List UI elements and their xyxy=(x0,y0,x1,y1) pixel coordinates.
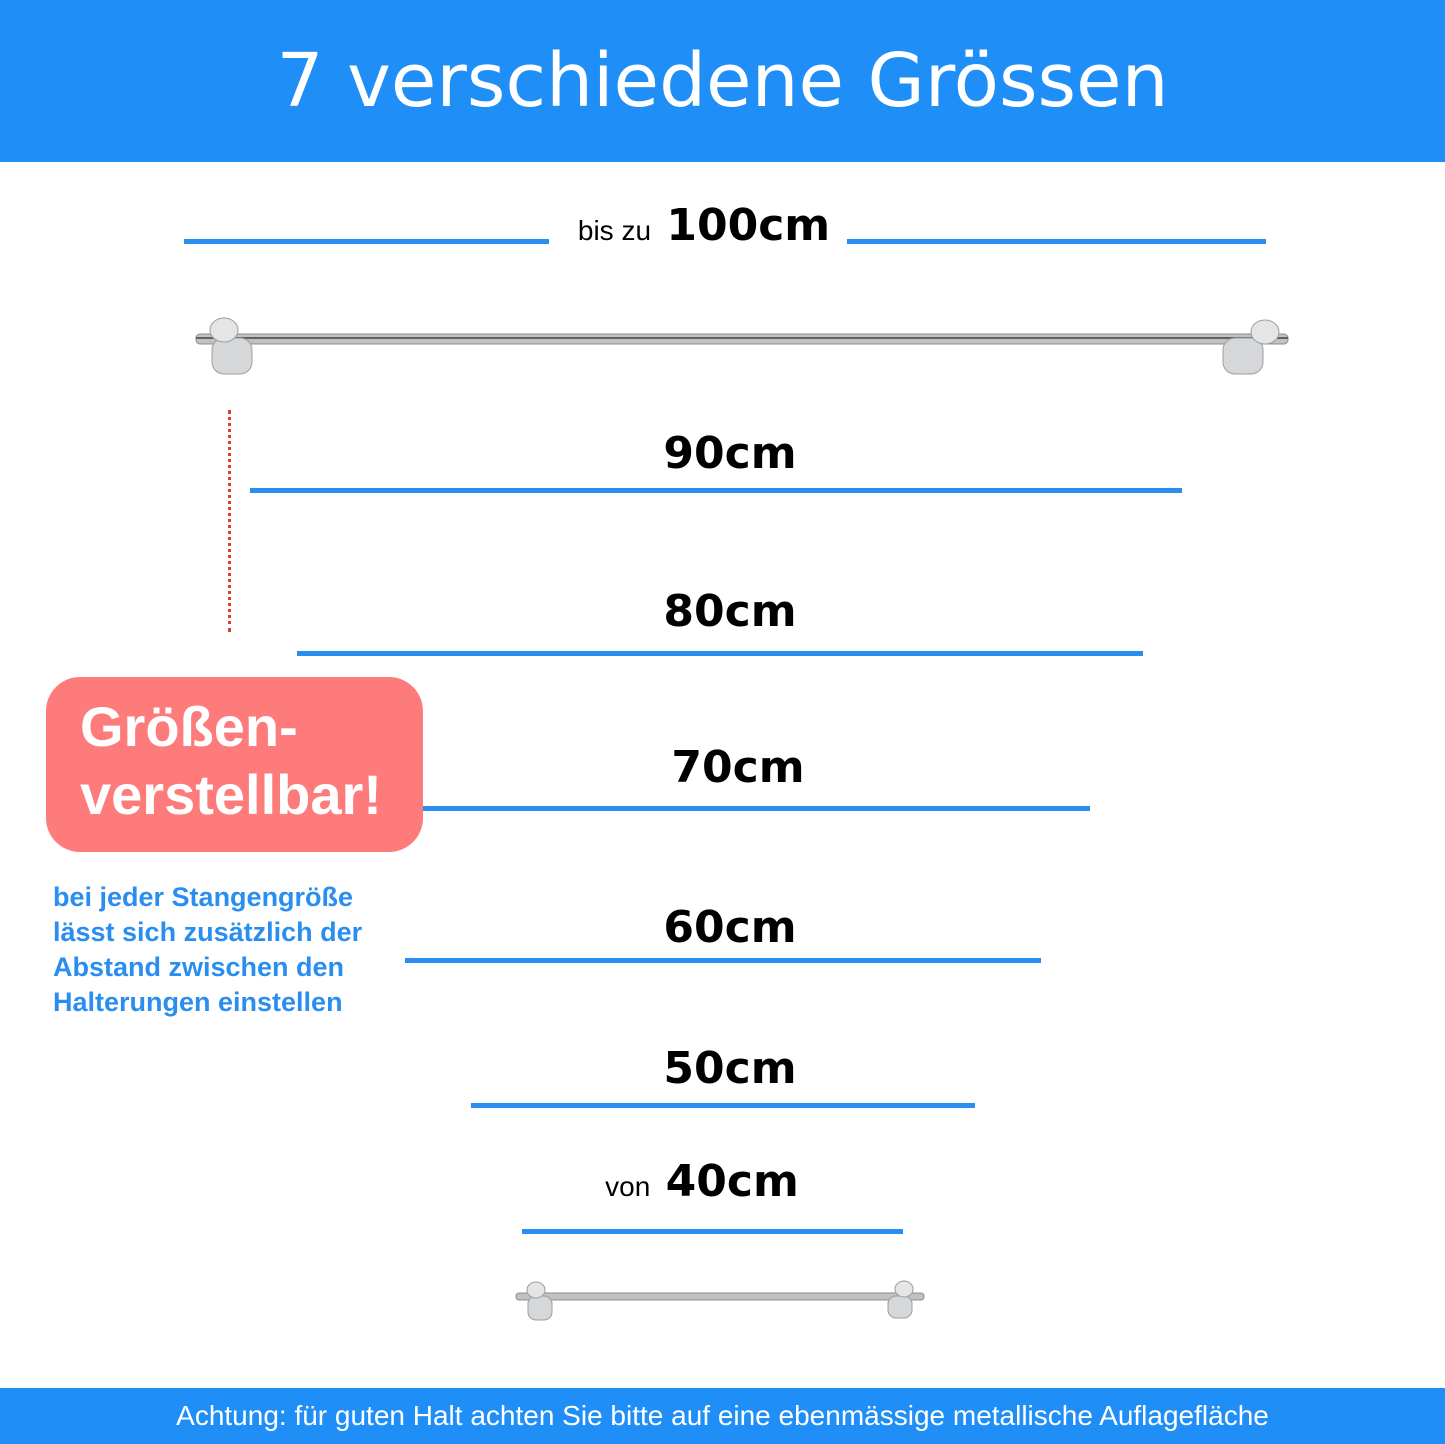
size-label-100: bis zu 100cm xyxy=(578,200,830,251)
adjustable-badge: Größen- verstellbar! xyxy=(46,677,423,852)
size-line-100-left xyxy=(184,239,549,244)
footer-warning: Achtung: für guten Halt achten Sie bitte… xyxy=(0,1388,1445,1444)
size-prefix: von xyxy=(605,1171,651,1202)
note-line: bei jeder Stangengröße xyxy=(53,882,354,912)
size-label-90: 90cm xyxy=(663,428,797,479)
badge-line-2: verstellbar! xyxy=(80,763,382,826)
towel-rod-large-image xyxy=(195,317,1289,375)
size-line-40 xyxy=(522,1229,903,1234)
size-line-60 xyxy=(405,958,1041,963)
size-label-80: 80cm xyxy=(663,586,797,637)
size-line-80 xyxy=(297,651,1143,656)
size-prefix: bis zu xyxy=(577,215,652,246)
size-label-60: 60cm xyxy=(663,902,797,953)
size-line-100-right xyxy=(847,239,1266,244)
size-label-40: von 40cm xyxy=(605,1156,799,1207)
badge-line-1: Größen- xyxy=(80,695,298,758)
size-value: 100cm xyxy=(666,200,831,251)
size-label-70: 70cm xyxy=(671,742,805,793)
size-line-90 xyxy=(250,488,1182,493)
size-line-70 xyxy=(420,806,1090,811)
size-label-50: 50cm xyxy=(663,1043,797,1094)
page-title: 7 verschiedene Grössen xyxy=(0,0,1445,162)
note-line: Abstand zwischen den xyxy=(53,952,345,982)
towel-rod-small-image xyxy=(515,1280,925,1321)
size-line-50 xyxy=(471,1103,975,1108)
adjustment-note: bei jeder Stangengröße lässt sich zusätz… xyxy=(53,880,362,1020)
note-line: Halterungen einstellen xyxy=(53,987,343,1017)
dotted-indicator-line xyxy=(228,410,231,632)
size-value: 40cm xyxy=(665,1156,799,1207)
note-line: lässt sich zusätzlich der xyxy=(53,917,363,947)
